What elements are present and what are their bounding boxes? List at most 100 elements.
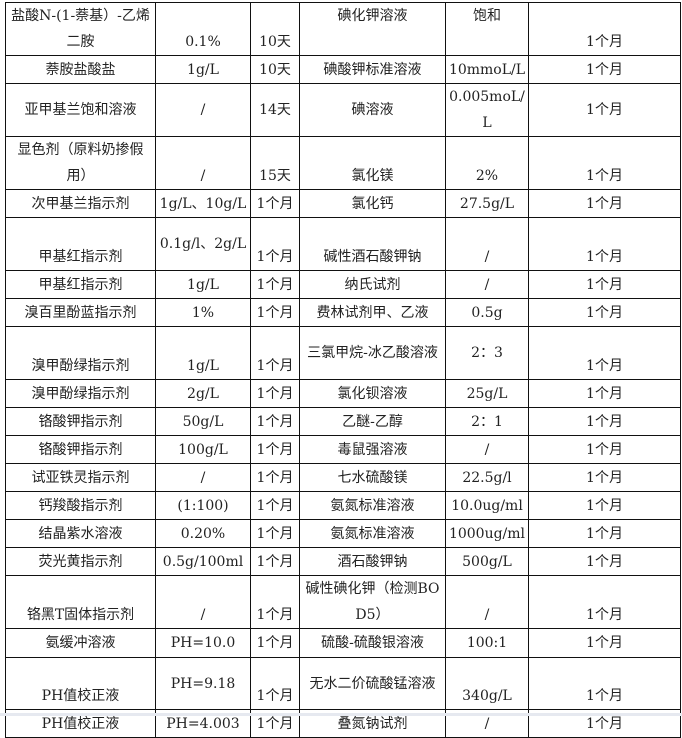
cell-reagent-name-2: 碘酸钾标准溶液 — [299, 55, 446, 84]
cell-reagent-name-2: 纳氏试剂 — [299, 270, 446, 299]
cell-concentration-2: 500g/L — [445, 547, 529, 576]
cell-validity-2: 1个月 — [528, 270, 681, 299]
cell-reagent-name: 钙羧酸指示剂 — [5, 491, 156, 520]
cell-reagent-name: 甲基红指示剂 — [5, 217, 156, 271]
cell-validity-2: 1个月 — [528, 136, 681, 190]
cell-concentration: PH=9.18 — [155, 657, 251, 710]
cell-concentration: 0.1g/l、2g/L — [155, 217, 251, 271]
cell-concentration: 0.1% — [155, 2, 251, 56]
cell-validity: 14天 — [250, 83, 300, 137]
cell-concentration: / — [155, 83, 251, 137]
cell-concentration-2: 10.0ug/ml — [445, 491, 529, 520]
cell-concentration: 1g/L — [155, 270, 251, 299]
cell-reagent-name: 甲基红指示剂 — [5, 270, 156, 299]
cell-concentration-2: / — [445, 217, 529, 271]
cell-validity: 1个月 — [250, 407, 300, 436]
cell-validity-2: 1个月 — [528, 217, 681, 271]
cell-validity-2: 1个月 — [528, 326, 681, 380]
bottom-edge — [0, 713, 682, 716]
cell-reagent-name: 溴甲酚绿指示剂 — [5, 326, 156, 380]
cell-validity: 10天 — [250, 2, 300, 56]
cell-validity-2: 1个月 — [528, 519, 681, 548]
cell-reagent-name: 溴百里酚蓝指示剂 — [5, 298, 156, 327]
table-row: 盐酸N-(1-萘基）-乙烯二胺 0.1% 10天 碘化钾溶液 饱和 1个月 — [5, 2, 681, 56]
cell-reagent-name: 亚甲基兰饱和溶液 — [5, 83, 156, 137]
cell-validity: 1个月 — [250, 519, 300, 548]
cell-validity-2: 1个月 — [528, 657, 681, 710]
table-row: PH值校正液 PH=9.18 1个月 无水二价硫酸锰溶液 340g/L 1个月 — [5, 657, 681, 710]
cell-concentration: PH=10.0 — [155, 628, 251, 658]
cell-concentration-2: 100:1 — [445, 628, 529, 658]
cell-concentration-2: 0.005moL/L — [445, 83, 529, 137]
cell-concentration-2: 340g/L — [445, 657, 529, 710]
cell-reagent-name: 铬酸钾指示剂 — [5, 407, 156, 436]
table-row: 结晶紫水溶液 0.20% 1个月 氨氮标准溶液 1000ug/ml 1个月 — [5, 519, 681, 548]
cell-concentration-2: 25g/L — [445, 379, 529, 408]
cell-concentration: (1:100) — [155, 491, 251, 520]
table-row: 次甲基兰指示剂 1g/L、10g/L 1个月 氯化钙 27.5g/L 1个月 — [5, 189, 681, 218]
cell-reagent-name: 显色剂（原料奶掺假用） — [5, 136, 156, 190]
table-row: 铬酸钾指示剂 50g/L 1个月 乙醚-乙醇 2：1 1个月 — [5, 407, 681, 436]
cell-concentration: / — [155, 575, 251, 629]
cell-validity: 1个月 — [250, 657, 300, 710]
cell-reagent-name-2: 酒石酸钾钠 — [299, 547, 446, 576]
cell-validity-2: 1个月 — [528, 547, 681, 576]
cell-concentration-2: 饱和 — [445, 2, 529, 56]
table-row: 铬黑T固体指示剂/1个月 碱性碘化钾（检测BOD5）/1个月 — [5, 575, 681, 629]
cell-reagent-name-2: 三氯甲烷-冰乙酸溶液 — [299, 326, 446, 380]
cell-validity-2: 1个月 — [528, 83, 681, 137]
cell-concentration: 2g/L — [155, 379, 251, 408]
cell-concentration: 0.20% — [155, 519, 251, 548]
cell-validity-2: 1个月 — [528, 407, 681, 436]
cell-reagent-name-2: 氨氮标准溶液 — [299, 519, 446, 548]
table-row: 氨缓冲溶液 PH=10.0 1个月 硫酸-硫酸银溶液 100:1 1个月 — [5, 628, 681, 658]
table-row: 溴百里酚蓝指示剂 1% 1个月 费林试剂甲、乙液 0.5g 1个月 — [5, 298, 681, 327]
cell-validity: 1个月 — [250, 298, 300, 327]
cell-concentration-2: / — [445, 270, 529, 299]
cell-concentration-2: 2：1 — [445, 407, 529, 436]
cell-reagent-name: 溴甲酚绿指示剂 — [5, 379, 156, 408]
cell-validity: 10天 — [250, 55, 300, 84]
cell-validity-2: 1个月 — [528, 298, 681, 327]
cell-validity: 1个月 — [250, 217, 300, 271]
table-row: 溴甲酚绿指示剂 2g/L 1个月 氯化钡溶液 25g/L 1个月 — [5, 379, 681, 408]
table-row: 铬酸钾指示剂 100g/L 1个月 毒鼠强溶液/1个月 — [5, 435, 681, 464]
cell-concentration-2: 27.5g/L — [445, 189, 529, 218]
cell-concentration-2: 10mmoL/L — [445, 55, 529, 84]
cell-reagent-name-2: 氯化钡溶液 — [299, 379, 446, 408]
cell-concentration-2: / — [445, 435, 529, 464]
cell-concentration-2: 0.5g — [445, 298, 529, 327]
table-row: 萘胺盐酸盐 1g/L 10天 碘酸钾标准溶液 10mmoL/L 1个月 — [5, 55, 681, 84]
cell-reagent-name-2: 碱性酒石酸钾钠 — [299, 217, 446, 271]
cell-reagent-name: PH值校正液 — [5, 657, 156, 710]
cell-reagent-name-2: 硫酸-硫酸银溶液 — [299, 628, 446, 658]
cell-concentration: 1g/L — [155, 326, 251, 380]
cell-validity: 1个月 — [250, 463, 300, 492]
cell-reagent-name-2: 碱性碘化钾（检测BOD5） — [299, 575, 446, 629]
cell-concentration: 1g/L — [155, 55, 251, 84]
cell-validity-2: 1个月 — [528, 379, 681, 408]
table-row: 甲基红指示剂 0.1g/l、2g/L 1个月 碱性酒石酸钾钠/1个月 — [5, 217, 681, 271]
cell-concentration: 0.5g/100ml — [155, 547, 251, 576]
cell-reagent-name: 试亚铁灵指示剂 — [5, 463, 156, 492]
cell-reagent-name: 铬黑T固体指示剂 — [5, 575, 156, 629]
cell-validity-2: 1个月 — [528, 575, 681, 629]
cell-validity-2: 1个月 — [528, 189, 681, 218]
cell-reagent-name-2: 费林试剂甲、乙液 — [299, 298, 446, 327]
cell-reagent-name: 盐酸N-(1-萘基）-乙烯二胺 — [5, 2, 156, 56]
cell-reagent-name: 铬酸钾指示剂 — [5, 435, 156, 464]
cell-concentration: 1g/L、10g/L — [155, 189, 251, 218]
table-row: 亚甲基兰饱和溶液/14天 碘溶液 0.005moL/L 1个月 — [5, 83, 681, 137]
cell-concentration-2: 2：3 — [445, 326, 529, 380]
cell-reagent-name-2: 氨氮标准溶液 — [299, 491, 446, 520]
cell-reagent-name-2: 乙醚-乙醇 — [299, 407, 446, 436]
cell-concentration: 1% — [155, 298, 251, 327]
cell-reagent-name: 荧光黄指示剂 — [5, 547, 156, 576]
cell-validity-2: 1个月 — [528, 55, 681, 84]
table-row: 钙羧酸指示剂 (1:100) 1个月 氨氮标准溶液 10.0ug/ml 1个月 — [5, 491, 681, 520]
cell-validity: 1个月 — [250, 547, 300, 576]
cell-concentration: 50g/L — [155, 407, 251, 436]
cell-reagent-name: 氨缓冲溶液 — [5, 628, 156, 658]
cell-concentration-2: 22.5g/l — [445, 463, 529, 492]
cell-concentration: 100g/L — [155, 435, 251, 464]
